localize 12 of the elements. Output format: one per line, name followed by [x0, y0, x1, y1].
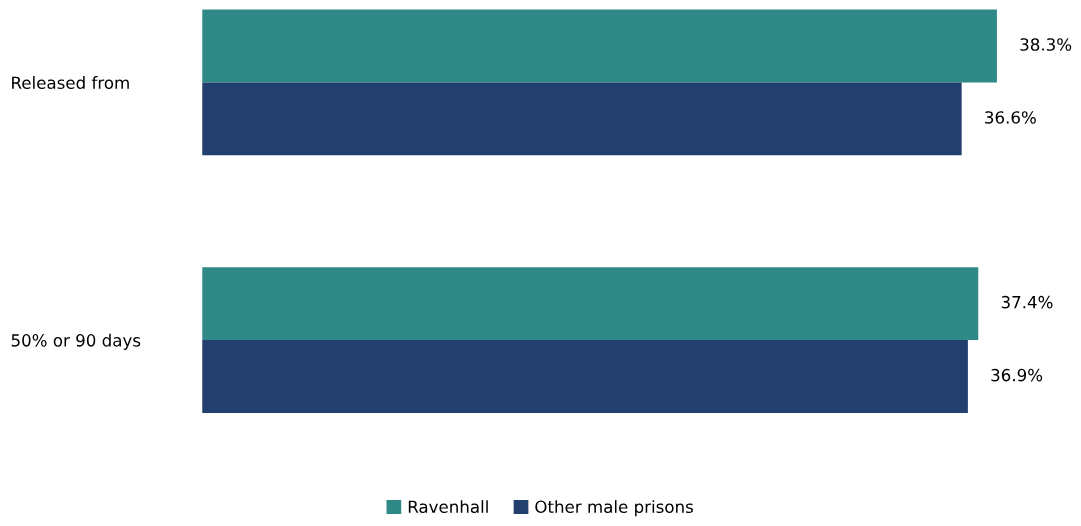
data-label: 38.3% — [1020, 38, 1072, 51]
bar — [202, 9, 997, 83]
bar — [202, 267, 979, 341]
legend-label: Other male prisons — [535, 500, 693, 517]
data-label: 36.9% — [991, 368, 1043, 382]
bar — [202, 340, 968, 414]
y-tick-label: 50% or 90 days — [11, 333, 141, 350]
legend-label: Ravenhall — [408, 500, 488, 514]
data-label: 37.4% — [1001, 295, 1053, 309]
bar — [202, 82, 962, 156]
data-label: 36.6% — [985, 111, 1036, 124]
y-tick-label: Released from — [12, 76, 129, 90]
